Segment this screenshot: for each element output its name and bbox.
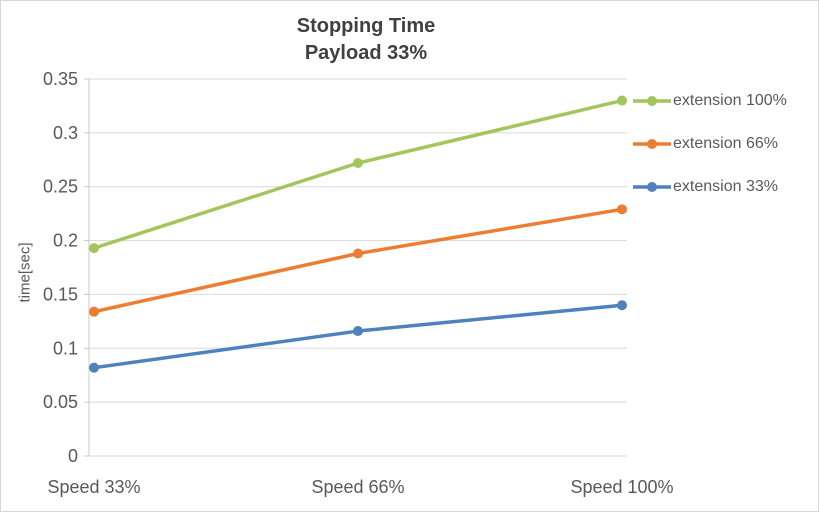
y-tick-label: 0.3 [53, 123, 78, 143]
legend-label: extension 33% [673, 178, 778, 195]
y-axis-label: time[sec] [16, 242, 34, 303]
legend-swatch [633, 182, 671, 192]
y-tick-label: 0.25 [43, 177, 78, 197]
y-tick-label: 0 [68, 446, 78, 466]
legend-swatch [633, 139, 671, 149]
legend-marker [647, 96, 657, 106]
legend-swatch [633, 96, 671, 106]
x-category-label: Speed 66% [311, 477, 404, 497]
legend-label: extension 66% [673, 135, 778, 152]
y-tick-label: 0.35 [43, 69, 78, 89]
series-line [92, 303, 624, 370]
chart-title-line1: Stopping Time [296, 15, 436, 37]
legend-label: extension 100% [673, 92, 787, 109]
data-point-marker [89, 306, 99, 317]
x-category-label: Speed 100% [570, 477, 673, 497]
legend-marker [647, 139, 657, 149]
data-point-marker [353, 326, 363, 337]
chart-title-line2: Payload 33% [304, 42, 428, 64]
series-line [92, 207, 624, 314]
legend: extension 100% extension 66% extension 33% [633, 92, 787, 196]
y-tick-label: 0.05 [43, 392, 78, 412]
data-point-marker [617, 300, 627, 311]
legend-item: extension 33% [633, 178, 787, 196]
y-tick-label: 0.1 [53, 338, 78, 358]
series-line [92, 98, 624, 250]
data-point-marker [617, 95, 627, 106]
legend-item: extension 100% [633, 92, 787, 110]
data-point-marker [353, 248, 363, 259]
legend-marker [647, 182, 657, 192]
data-point-marker [617, 204, 627, 215]
y-tick-label: 0.15 [43, 284, 78, 304]
data-point-marker [89, 243, 99, 254]
data-point-marker [89, 362, 99, 373]
data-point-marker [353, 158, 363, 169]
x-category-label: Speed 33% [47, 477, 140, 497]
y-tick-label: 0.2 [53, 231, 78, 251]
chart-title: Stopping Time Payload 33% [1, 13, 731, 67]
legend-item: extension 66% [633, 135, 787, 153]
